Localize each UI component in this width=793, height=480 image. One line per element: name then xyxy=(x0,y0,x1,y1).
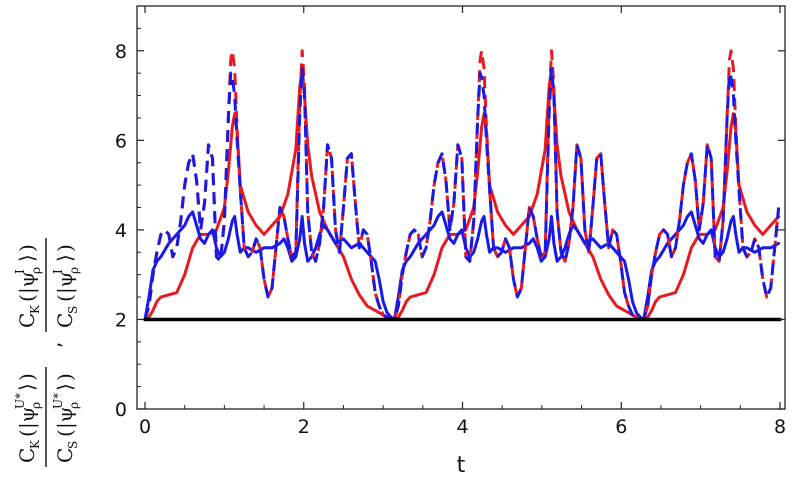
svg-text:K: K xyxy=(28,304,42,314)
svg-text:): ) xyxy=(53,244,77,252)
svg-text:(: ( xyxy=(15,294,39,302)
y-tick-label: 6 xyxy=(115,130,127,152)
svg-text:S: S xyxy=(66,441,80,449)
x-tick-label: 4 xyxy=(456,416,468,438)
svg-text:C: C xyxy=(53,313,77,328)
x-tick-label: 0 xyxy=(139,416,151,438)
svg-text:(: ( xyxy=(53,429,77,437)
svg-text:): ) xyxy=(53,373,77,381)
svg-text:U*: U* xyxy=(51,393,65,409)
y-label-denominator-2: C S ( |ψ I ρ ⟩ ) xyxy=(51,244,81,328)
svg-text:C: C xyxy=(53,448,77,463)
y-label-fraction-2: C K ( |ψ I ρ ⟩ ) C S ( |ψ I ρ ⟩ ) xyxy=(13,238,81,332)
svg-text:(: ( xyxy=(53,294,77,302)
y-label-fraction-1: C K ( |ψ U* ρ ⟩ ) C S ( |ψ U* ρ ⟩ ) xyxy=(13,367,81,467)
y-tick-label: 4 xyxy=(115,220,127,242)
svg-text:S: S xyxy=(66,306,80,314)
svg-text:C: C xyxy=(15,448,39,463)
svg-text:⟩: ⟩ xyxy=(53,254,77,262)
svg-text:ρ: ρ xyxy=(67,267,81,274)
svg-text:I: I xyxy=(51,269,65,274)
svg-text:|ψ: |ψ xyxy=(53,407,78,429)
svg-text:(: ( xyxy=(15,429,39,437)
svg-text:ρ: ρ xyxy=(29,402,43,409)
series-line-blue-solid xyxy=(143,210,781,321)
y-tick-label: 0 xyxy=(115,399,127,421)
svg-text:): ) xyxy=(15,373,39,381)
svg-text:|ψ: |ψ xyxy=(53,272,78,294)
y-label-numerator-1: C K ( |ψ U* ρ ⟩ ) xyxy=(13,373,43,463)
tick-labels: 0 2 4 6 8 0 2 4 6 8 xyxy=(115,41,786,438)
x-tick-label: 2 xyxy=(298,416,310,438)
x-tick-label: 8 xyxy=(774,416,786,438)
svg-text:): ) xyxy=(15,244,39,252)
y-tick-label: 2 xyxy=(115,309,127,331)
y-label-separator: , xyxy=(41,342,65,348)
plot-frame xyxy=(136,5,786,410)
svg-text:⟩: ⟩ xyxy=(53,383,77,391)
svg-text:|ψ: |ψ xyxy=(15,407,40,429)
svg-text:⟩: ⟩ xyxy=(15,254,39,262)
y-label-denominator-1: C S ( |ψ U* ρ ⟩ ) xyxy=(51,373,81,463)
x-axis-title: t xyxy=(457,453,466,478)
svg-text:⟩: ⟩ xyxy=(15,383,39,391)
svg-text:U*: U* xyxy=(13,393,27,409)
svg-text:|ψ: |ψ xyxy=(15,272,40,294)
plot-lines xyxy=(143,49,782,322)
x-tick-label: 6 xyxy=(615,416,627,438)
plot-border xyxy=(136,5,786,410)
y-label-numerator-2: C K ( |ψ I ρ ⟩ ) xyxy=(13,244,43,328)
y-axis-title: C K ( |ψ U* ρ ⟩ ) C S ( |ψ U* ρ ⟩ ) , xyxy=(13,238,81,467)
y-tick-label: 8 xyxy=(115,41,127,63)
axis-ticks xyxy=(137,5,785,410)
series-line-blue-dashed xyxy=(143,67,781,321)
svg-text:I: I xyxy=(13,269,27,274)
svg-text:C: C xyxy=(15,313,39,328)
svg-text:ρ: ρ xyxy=(67,402,81,409)
svg-text:K: K xyxy=(28,439,42,449)
svg-text:ρ: ρ xyxy=(29,267,43,274)
